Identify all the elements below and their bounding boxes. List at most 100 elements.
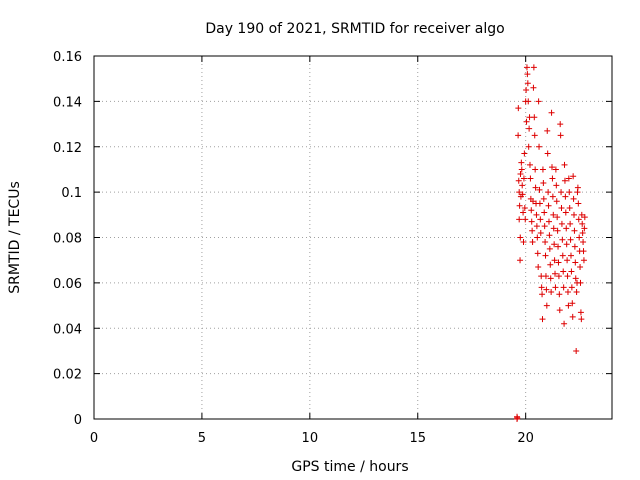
y-axis-label: SRMTID / TECUs bbox=[7, 181, 23, 294]
data-point bbox=[579, 229, 586, 236]
data-point bbox=[563, 241, 570, 248]
data-point bbox=[560, 284, 567, 291]
data-point bbox=[573, 288, 580, 295]
data-point bbox=[558, 220, 565, 227]
data-point bbox=[522, 216, 529, 223]
data-point bbox=[536, 186, 543, 193]
data-point bbox=[545, 202, 552, 209]
data-point bbox=[521, 205, 528, 212]
data-point bbox=[562, 209, 569, 216]
data-point bbox=[568, 268, 575, 275]
data-point bbox=[537, 229, 544, 236]
data-point bbox=[568, 284, 575, 291]
data-point bbox=[571, 227, 578, 234]
data-point bbox=[561, 320, 568, 327]
data-point bbox=[576, 234, 583, 241]
data-point bbox=[566, 189, 573, 196]
data-point bbox=[523, 87, 530, 94]
data-point bbox=[541, 209, 548, 216]
data-point bbox=[540, 195, 547, 202]
data-point bbox=[567, 236, 574, 243]
data-point bbox=[523, 64, 530, 71]
data-point bbox=[575, 200, 582, 207]
data-point bbox=[578, 211, 585, 218]
data-point bbox=[559, 236, 566, 243]
data-point bbox=[538, 284, 545, 291]
data-point bbox=[580, 248, 587, 255]
data-point bbox=[533, 211, 540, 218]
data-point bbox=[540, 180, 547, 187]
data-point bbox=[542, 252, 549, 259]
y-tick-label: 0.14 bbox=[53, 95, 82, 110]
data-point bbox=[554, 214, 561, 221]
data-point bbox=[559, 252, 566, 259]
data-point bbox=[520, 209, 527, 216]
data-point bbox=[564, 273, 571, 280]
data-point bbox=[548, 164, 555, 171]
data-point bbox=[530, 84, 537, 91]
data-point bbox=[581, 225, 588, 232]
data-point bbox=[570, 173, 577, 180]
data-point bbox=[548, 109, 555, 116]
data-point bbox=[561, 177, 568, 184]
data-point bbox=[557, 132, 564, 139]
data-point bbox=[551, 257, 558, 264]
data-point bbox=[517, 234, 524, 241]
data-point bbox=[558, 189, 565, 196]
y-tick-label: 0.1 bbox=[61, 186, 82, 201]
data-point bbox=[534, 250, 541, 257]
data-point bbox=[529, 239, 536, 246]
data-point bbox=[575, 216, 582, 223]
data-point bbox=[539, 166, 546, 173]
data-points bbox=[514, 64, 588, 422]
data-point bbox=[578, 316, 585, 323]
data-point bbox=[561, 161, 568, 168]
data-point bbox=[571, 211, 578, 218]
data-point bbox=[552, 270, 559, 277]
data-point bbox=[516, 202, 523, 209]
data-point bbox=[524, 71, 531, 78]
data-point bbox=[570, 195, 577, 202]
x-tick-label: 20 bbox=[517, 431, 534, 446]
data-point bbox=[535, 98, 542, 105]
data-point bbox=[526, 161, 533, 168]
data-point bbox=[545, 218, 552, 225]
data-point bbox=[533, 223, 540, 230]
data-point bbox=[531, 132, 538, 139]
data-point bbox=[515, 132, 522, 139]
x-tick-label: 15 bbox=[409, 431, 426, 446]
data-point bbox=[571, 243, 578, 250]
data-point bbox=[516, 189, 523, 196]
data-point bbox=[580, 257, 587, 264]
data-point bbox=[550, 211, 557, 218]
data-point bbox=[541, 223, 548, 230]
data-point bbox=[543, 286, 550, 293]
data-point bbox=[525, 143, 532, 150]
data-point bbox=[553, 182, 560, 189]
data-point bbox=[536, 143, 543, 150]
data-point bbox=[551, 241, 558, 248]
data-point bbox=[528, 207, 535, 214]
data-point bbox=[531, 114, 538, 121]
data-point bbox=[569, 300, 576, 307]
data-point bbox=[577, 279, 584, 286]
data-point bbox=[565, 302, 572, 309]
data-point bbox=[515, 177, 522, 184]
data-point bbox=[581, 214, 588, 221]
data-point bbox=[527, 175, 534, 182]
data-point bbox=[520, 239, 527, 246]
data-point bbox=[555, 243, 562, 250]
data-point bbox=[562, 193, 569, 200]
data-point bbox=[519, 191, 526, 198]
data-point bbox=[557, 121, 564, 128]
data-point bbox=[524, 80, 531, 87]
data-point bbox=[580, 239, 587, 246]
data-point bbox=[553, 198, 560, 205]
chart-title: Day 190 of 2021, SRMTID for receiver alg… bbox=[205, 21, 504, 37]
data-point bbox=[518, 166, 525, 173]
data-point bbox=[539, 316, 546, 323]
data-point bbox=[544, 127, 551, 134]
data-point bbox=[572, 275, 579, 282]
data-point bbox=[556, 307, 563, 314]
data-point bbox=[577, 309, 584, 316]
